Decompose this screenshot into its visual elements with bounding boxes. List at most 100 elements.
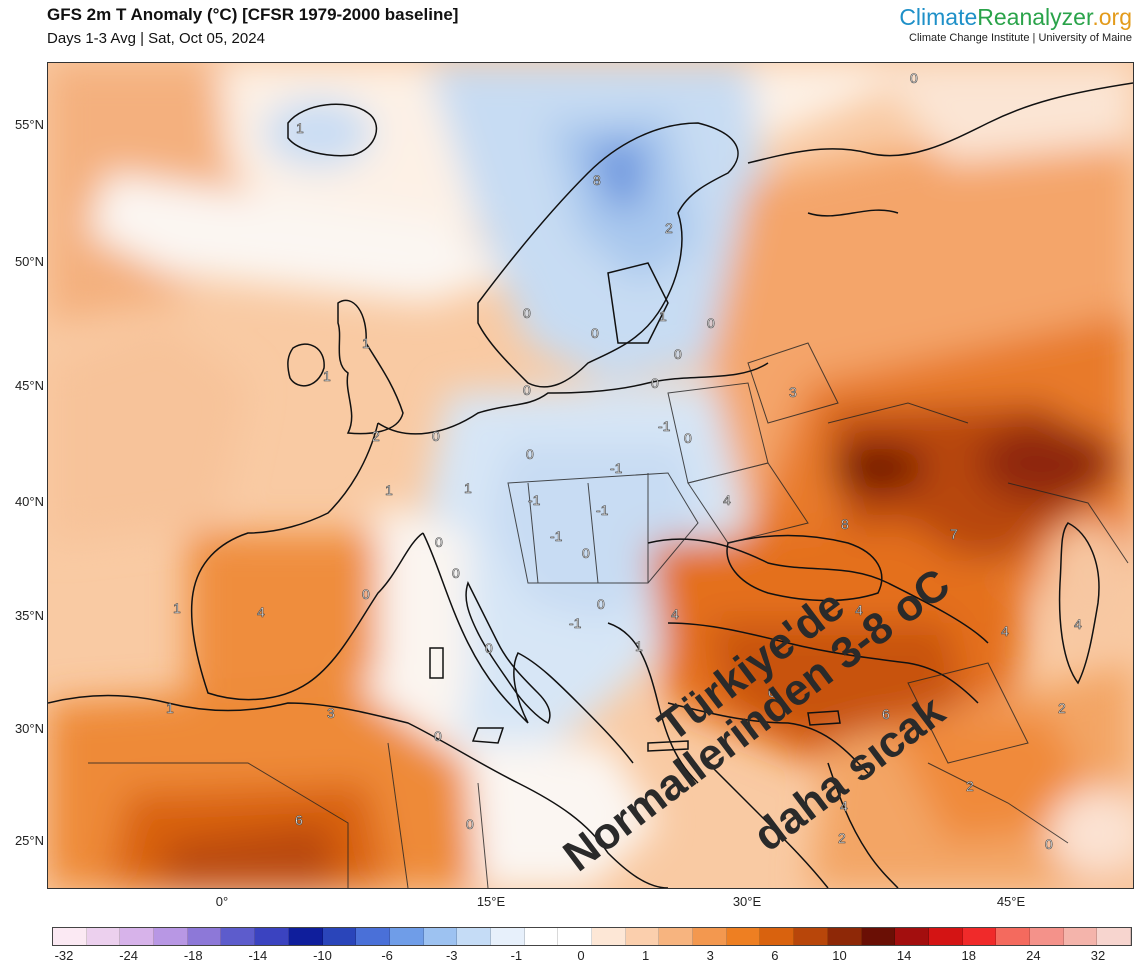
contour-label: 2 bbox=[372, 428, 380, 444]
map-subtitle: Days 1-3 Avg | Sat, Oct 05, 2024 bbox=[47, 30, 265, 47]
colorbar-tick-label: 0 bbox=[577, 948, 585, 963]
coastlines bbox=[48, 82, 1133, 888]
colorbar-segment bbox=[490, 928, 525, 945]
contour-label: 0 bbox=[1045, 836, 1053, 852]
colorbar-segment bbox=[288, 928, 323, 945]
contour-label: 6 bbox=[295, 812, 303, 828]
lon-label-30e: 30°E bbox=[732, 894, 762, 909]
contour-label: 2 bbox=[966, 778, 974, 794]
contour-label: -1 bbox=[596, 502, 609, 518]
contour-label: -1 bbox=[550, 528, 563, 544]
map-title: GFS 2m T Anomaly (°C) [CFSR 1979-2000 ba… bbox=[47, 5, 459, 24]
colorbar-segment bbox=[457, 928, 491, 945]
colorbar-segment bbox=[322, 928, 357, 945]
colorbar-segment bbox=[1063, 928, 1098, 945]
lon-label-15e: 15°E bbox=[476, 894, 506, 909]
colorbar-segment bbox=[962, 928, 997, 945]
colorbar-segment bbox=[53, 928, 87, 945]
country-borders bbox=[88, 342, 1129, 888]
contour-label: 0 bbox=[466, 816, 474, 832]
colorbar-tick-label: 18 bbox=[961, 948, 976, 963]
colorbar-segment bbox=[221, 928, 256, 945]
contour-label: 0 bbox=[768, 684, 776, 700]
contour-label: 3 bbox=[327, 705, 335, 721]
colorbar-segment bbox=[895, 928, 929, 945]
colorbar-segment bbox=[625, 928, 660, 945]
contour-label: 0 bbox=[674, 346, 682, 362]
anomaly-field bbox=[48, 63, 1133, 888]
contour-label: -1 bbox=[528, 492, 541, 508]
lat-label-25: 25°N bbox=[14, 833, 44, 848]
contour-labels: 1 8 2 0 0 0 0 1 0 0 0 1 1 2 0 0 -1 0 -1 … bbox=[166, 70, 1083, 853]
contour-label: 0 bbox=[707, 315, 715, 331]
colorbar-segment bbox=[356, 928, 390, 945]
color-scale-bar bbox=[52, 927, 1132, 946]
contour-label: 8 bbox=[841, 516, 849, 532]
contour-label: 7 bbox=[950, 526, 958, 542]
colorbar-tick-label: -10 bbox=[313, 948, 332, 963]
lat-label-45: 45°N bbox=[14, 378, 44, 393]
colorbar-tick-label: -32 bbox=[54, 948, 74, 963]
colorbar-tick-label: 3 bbox=[706, 948, 714, 963]
lat-label-40: 40°N bbox=[14, 494, 44, 509]
colorbar-tick-label: 14 bbox=[896, 948, 912, 963]
contour-label: 4 bbox=[723, 492, 731, 508]
contour-label: 1 bbox=[464, 480, 472, 496]
contour-label: 2 bbox=[665, 220, 673, 236]
colorbar-segment bbox=[861, 928, 896, 945]
brand-tagline: Climate Change Institute | University of… bbox=[909, 32, 1132, 44]
colorbar-segment bbox=[389, 928, 424, 945]
contour-label: 1 bbox=[296, 120, 304, 136]
contour-label: 3 bbox=[789, 384, 797, 400]
colorbar-segment bbox=[187, 928, 222, 945]
contour-label: 0 bbox=[910, 70, 918, 86]
contour-label: 4 bbox=[671, 606, 679, 622]
contour-label: 0 bbox=[684, 430, 692, 446]
contour-label: 8 bbox=[593, 172, 601, 188]
contour-label: 1 bbox=[635, 638, 643, 654]
lat-label-50: 50°N bbox=[14, 254, 44, 269]
contour-label: 0 bbox=[591, 325, 599, 341]
contour-label: 1 bbox=[173, 600, 181, 616]
contour-label: 0 bbox=[526, 446, 534, 462]
contour-label: 0 bbox=[362, 586, 370, 602]
colorbar-tick-label: 1 bbox=[642, 948, 650, 963]
contour-label: 2 bbox=[838, 830, 846, 846]
colorbar-tick-label: 10 bbox=[832, 948, 847, 963]
contour-label: 4 bbox=[1074, 616, 1082, 632]
contour-label: 2 bbox=[1058, 700, 1066, 716]
contour-label: 1 bbox=[362, 335, 370, 351]
colorbar-segment bbox=[726, 928, 761, 945]
contour-label: 0 bbox=[432, 428, 440, 444]
colorbar-segment bbox=[86, 928, 121, 945]
brand-wordmark: ClimateReanalyzer.org bbox=[899, 4, 1132, 30]
lat-label-35: 35°N bbox=[14, 608, 44, 623]
anomaly-map[interactable]: 1 8 2 0 0 0 0 1 0 0 0 1 1 2 0 0 -1 0 -1 … bbox=[47, 62, 1134, 889]
colorbar-segment bbox=[558, 928, 592, 945]
colorbar-tick-label: 6 bbox=[771, 948, 779, 963]
colorbar-segment bbox=[120, 928, 155, 945]
brand-logo[interactable]: ClimateReanalyzer.org Climate Change Ins… bbox=[899, 4, 1132, 44]
colorbar-tick-label: -1 bbox=[510, 948, 523, 963]
colorbar-segment bbox=[592, 928, 626, 945]
contour-label: -1 bbox=[658, 418, 671, 434]
contour-label: 1 bbox=[323, 368, 331, 384]
colorbar-segment bbox=[154, 928, 188, 945]
contour-label: 1 bbox=[659, 308, 667, 324]
colorbar-tick-label: 24 bbox=[1026, 948, 1041, 963]
contour-label: 1 bbox=[166, 700, 174, 716]
colorbar-tick-label: -3 bbox=[445, 948, 458, 963]
contour-label: 4 bbox=[840, 798, 848, 814]
colorbar-segment bbox=[693, 928, 727, 945]
colorbar-tick-label: -6 bbox=[381, 948, 393, 963]
contour-label: 4 bbox=[855, 602, 863, 618]
contour-label: 0 bbox=[651, 375, 659, 391]
contour-label: 0 bbox=[523, 382, 531, 398]
colorbar-segment bbox=[928, 928, 963, 945]
contour-label: 4 bbox=[257, 604, 265, 620]
contour-label: 0 bbox=[452, 565, 460, 581]
colorbar-segment bbox=[255, 928, 289, 945]
contour-label: 0 bbox=[582, 545, 590, 561]
lat-label-55: 55°N bbox=[14, 117, 44, 132]
colorbar-tick-label: 32 bbox=[1090, 948, 1106, 963]
